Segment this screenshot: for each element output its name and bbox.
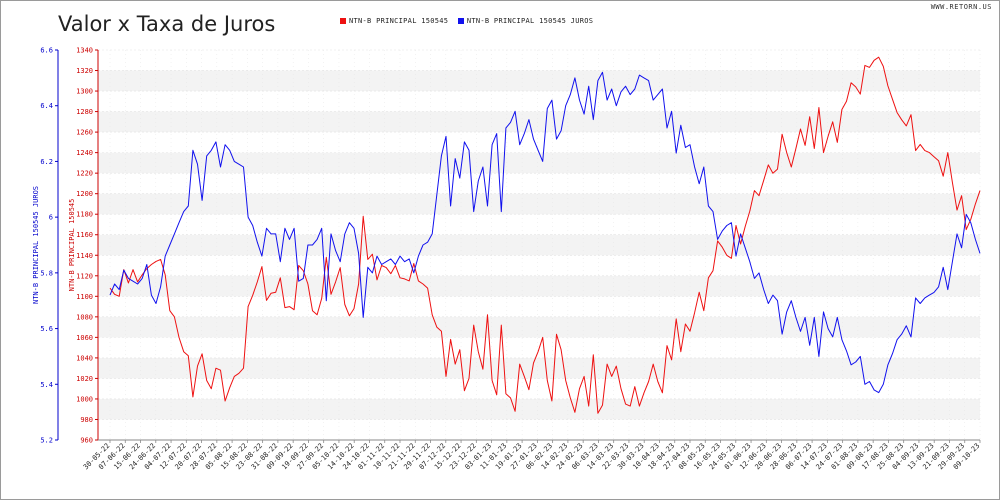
grid-band — [98, 378, 980, 399]
right-tick-label: 960 — [80, 437, 93, 445]
grid-band — [98, 357, 980, 379]
grid-band — [98, 316, 980, 338]
legend-label-price: NTN-B PRINCIPAL 150545 — [349, 17, 449, 25]
tick-labels: 5.2 5.4 5.6 5.8 6 6.2 6.4 6.6 960 980 1000 1020 1040… — [32, 47, 981, 472]
right-tick-label: 1080 — [76, 313, 93, 321]
left-tick-label: 6 — [49, 214, 53, 222]
right-tick-label: 1040 — [76, 354, 93, 362]
right-tick-label: 1140 — [76, 252, 93, 260]
grid-band — [98, 111, 980, 133]
right-tick-label: 1020 — [76, 375, 93, 383]
right-tick-label: 1120 — [76, 272, 93, 280]
series-line-rate — [109, 71, 981, 394]
right-tick-label: 1300 — [76, 88, 93, 96]
left-tick-label: 5.4 — [40, 381, 53, 389]
right-axis-title: NTN-B PRINCIPAL 150545 — [68, 199, 76, 292]
grid-band — [98, 173, 980, 194]
grid-bands — [98, 50, 980, 440]
left-tick-label: 5.8 — [40, 269, 53, 277]
legend-swatch-price — [340, 18, 346, 24]
left-tick-label: 6.4 — [40, 102, 53, 110]
right-tick-label: 1260 — [76, 129, 93, 137]
chart-title: Valor x Taxa de Juros — [58, 12, 276, 36]
series-lines — [109, 56, 981, 414]
right-tick-label: 1320 — [76, 67, 93, 75]
left-tick-label: 6.6 — [40, 47, 53, 55]
legend-item-price: NTN-B PRINCIPAL 150545 — [340, 17, 448, 25]
grid-band — [98, 132, 980, 153]
grid-band — [98, 234, 980, 256]
left-tick-label: 6.2 — [40, 158, 53, 166]
left-axis-title: NTN-B PRINCIPAL 150545 JUROS — [32, 186, 40, 304]
right-tick-label: 1220 — [76, 170, 93, 178]
grid-lines — [98, 49, 981, 440]
right-tick-label: 1060 — [76, 334, 93, 342]
right-tick-label: 1340 — [76, 47, 93, 55]
grid-band — [98, 91, 980, 112]
grid-band — [98, 296, 980, 317]
legend-swatch-rate — [457, 18, 464, 24]
legend-label-rate: NTN-B PRINCIPAL 150545 JUROS — [466, 17, 594, 25]
source-label: WWW.RETORN.US — [930, 3, 992, 11]
legend-item-rate: NTN-B PRINCIPAL 150545 JUROS — [457, 17, 594, 25]
left-tick-label: 5.6 — [40, 325, 53, 333]
grid-band — [98, 50, 980, 71]
right-tick-label: 1000 — [76, 395, 93, 403]
left-tick-label: 5.2 — [40, 437, 53, 445]
grid-band — [98, 214, 980, 235]
grid-band — [98, 419, 980, 440]
right-tick-label: 1100 — [76, 293, 93, 301]
grid-band — [98, 152, 980, 174]
right-tick-label: 1280 — [76, 108, 93, 116]
legend: NTN-B PRINCIPAL 150545 NTN-B PRINCIPAL 1… — [340, 17, 598, 25]
grid-band — [98, 255, 980, 276]
axes — [55, 49, 981, 443]
right-tick-label: 1160 — [76, 231, 93, 239]
grid-band — [98, 70, 980, 92]
right-tick-label: 1180 — [76, 211, 93, 219]
grid-band — [98, 193, 980, 215]
grid-band — [98, 398, 980, 420]
right-tick-label: 980 — [80, 416, 93, 424]
grid-band — [98, 275, 980, 297]
series-line-price — [109, 56, 981, 414]
right-tick-label: 1240 — [76, 149, 93, 157]
right-tick-label: 1200 — [76, 190, 93, 198]
